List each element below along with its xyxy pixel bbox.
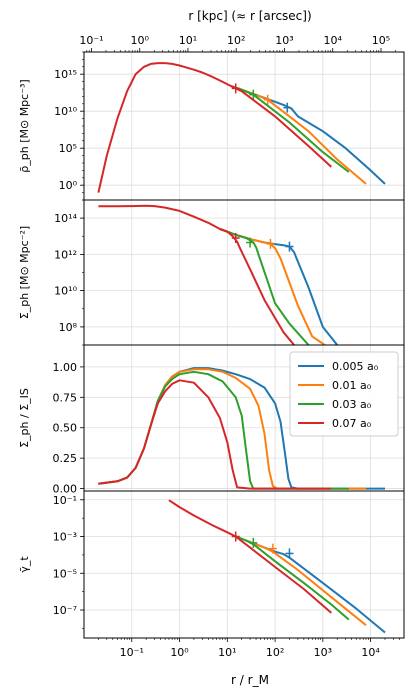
- series-line: [235, 535, 350, 621]
- y-tick-label: 10¹²: [54, 248, 77, 261]
- top-tick-label: 10²: [227, 34, 245, 47]
- shared-curve: [98, 204, 221, 230]
- series-group: [168, 499, 386, 634]
- y-tick-label: 10⁵: [59, 142, 77, 155]
- y-tick-label: 1.00: [53, 361, 78, 374]
- top-tick-label: 10³: [275, 34, 293, 47]
- y-axis-label: Σ̄_ph / Σ_IS: [18, 388, 31, 448]
- legend-entry: 0.03 a₀: [332, 398, 372, 411]
- x-tick-label: 10³: [314, 646, 332, 659]
- y-tick-label: 0.75: [53, 391, 78, 404]
- y-tick-label: 10⁰: [59, 179, 78, 192]
- top-tick-label: 10⁴: [324, 34, 343, 47]
- x-tick-label: 10¹: [218, 646, 236, 659]
- x-tick-label: 10²: [266, 646, 284, 659]
- series-line: [230, 85, 350, 173]
- y-tick-label: 10¹⁰: [54, 285, 77, 298]
- x-tick-label: 10⁰: [170, 646, 189, 659]
- y-tick-label: 10⁻⁷: [53, 604, 77, 617]
- legend-entry: 0.07 a₀: [332, 417, 372, 430]
- top-tick-label: 10⁵: [372, 34, 390, 47]
- y-tick-label: 10⁸: [59, 321, 78, 334]
- shared-curve: [97, 62, 232, 193]
- y-tick-label: 10⁻¹: [53, 494, 77, 507]
- series-line: [219, 228, 295, 345]
- legend: 0.005 a₀ 0.01 a₀ 0.03 a₀ 0.07 a₀: [289, 351, 399, 437]
- y-tick-label: 0.50: [53, 422, 78, 435]
- bottom-axis-label: r / r_M: [231, 673, 269, 687]
- series-line: [219, 228, 310, 345]
- top-tick-label: 10¹: [179, 34, 197, 47]
- series-group: [98, 204, 338, 345]
- y-tick-label: 10⁻⁵: [53, 567, 77, 580]
- series-line: [219, 228, 338, 345]
- y-axis-label: Σ̄_ph [M⊙ Mpc⁻²]: [18, 226, 31, 319]
- panel-frame: [83, 490, 405, 639]
- series-group: [98, 367, 385, 490]
- y-tick-label: 10¹⁵: [54, 68, 77, 81]
- top-tick-label: 10⁻¹: [79, 34, 103, 47]
- y-axis-label: ρ̄_ph [M⊙ Mpc⁻³]: [18, 79, 31, 172]
- legend-entry: 0.005 a₀: [332, 360, 379, 373]
- series-group: [97, 62, 386, 193]
- y-tick-label: 0.25: [53, 452, 78, 465]
- y-tick-label: 10¹⁰: [54, 105, 77, 118]
- legend-entry: 0.01 a₀: [332, 379, 372, 392]
- y-tick-label: 10⁻³: [53, 531, 77, 544]
- x-tick-label: 10⁴: [361, 646, 380, 659]
- x-tick-label: 10⁻¹: [120, 646, 144, 659]
- top-tick-label: 10⁰: [131, 34, 150, 47]
- y-axis-label: γ̄_t: [18, 556, 31, 573]
- top-axis-label: r [kpc] (≈ r [arcsec]): [188, 9, 311, 23]
- series-line: [235, 535, 386, 634]
- shared-curve: [168, 499, 237, 538]
- y-tick-label: 10¹⁴: [54, 212, 77, 225]
- series-line: [98, 379, 332, 490]
- legend-box: [289, 351, 399, 437]
- series-line: [235, 535, 332, 614]
- y-tick-label: 0.00: [53, 483, 78, 496]
